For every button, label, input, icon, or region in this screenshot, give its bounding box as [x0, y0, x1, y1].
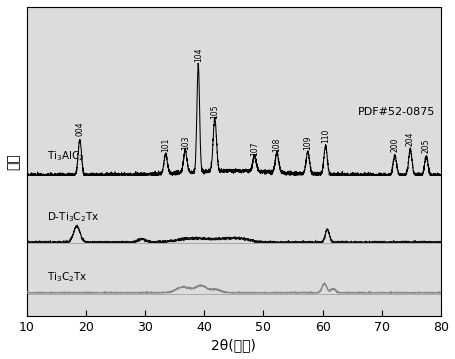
Y-axis label: 峰强: 峰强 [7, 153, 21, 170]
Text: Ti$_3$AlC$_2$: Ti$_3$AlC$_2$ [47, 149, 85, 163]
Text: Ti$_3$C$_2$Tx: Ti$_3$C$_2$Tx [47, 271, 88, 284]
Text: 104: 104 [193, 47, 202, 62]
Text: 107: 107 [249, 141, 258, 156]
X-axis label: 2θ(角度): 2θ(角度) [211, 338, 256, 352]
Text: 103: 103 [180, 135, 189, 149]
Text: 204: 204 [405, 132, 414, 146]
Text: D-Ti$_3$C$_2$Tx: D-Ti$_3$C$_2$Tx [47, 210, 99, 224]
Text: 205: 205 [421, 138, 430, 153]
Text: 108: 108 [272, 137, 281, 152]
Text: 105: 105 [210, 104, 219, 119]
Text: 101: 101 [161, 137, 170, 152]
Text: PDF#52-0875: PDF#52-0875 [357, 107, 434, 117]
Text: 110: 110 [320, 129, 329, 143]
Text: 200: 200 [389, 137, 399, 152]
Text: 109: 109 [303, 135, 312, 149]
Text: 004: 004 [75, 122, 84, 136]
